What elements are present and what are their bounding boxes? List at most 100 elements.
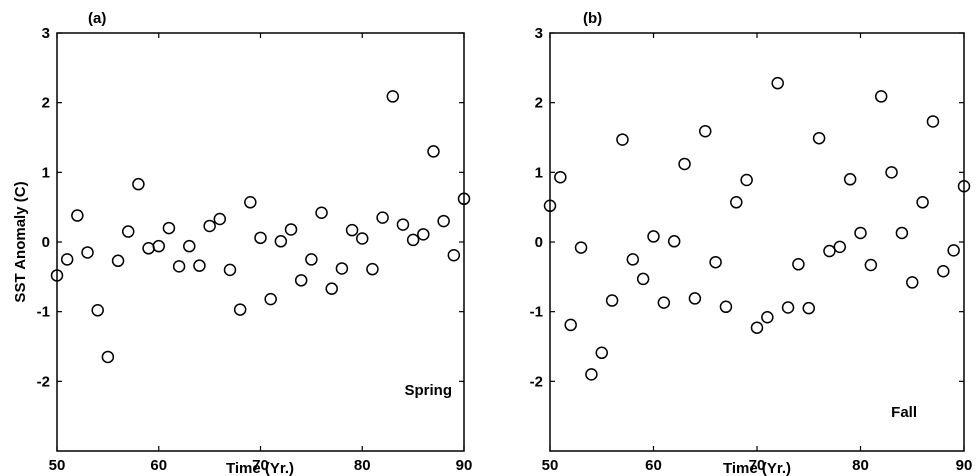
panel-b-data-point: [864, 258, 878, 272]
panel-b-x-tick-label: 60: [645, 457, 662, 474]
panel-a-x-tick-label: 90: [456, 457, 473, 474]
panel-a-data-point: [142, 242, 155, 255]
panel-a-data-point: [132, 177, 145, 191]
panel-a-data-point: [264, 292, 277, 306]
panel-a-y-tick-label: 1: [42, 164, 50, 181]
panel-b-data-point: [616, 133, 629, 146]
panel-a-data-point: [447, 248, 461, 262]
panel-a-data-point: [274, 235, 288, 248]
panel-b-data-point: [771, 76, 784, 90]
panel-a: (a) Spring Time (Yr.) SST Anomaly (C) 50…: [12, 10, 472, 476]
panel-b-data-point: [854, 226, 867, 240]
panel-a-data-point: [162, 221, 176, 235]
panel-b-data-point: [709, 255, 722, 269]
panel-a-x-tick-label: 70: [252, 457, 269, 474]
panel-a-data-point: [427, 145, 440, 158]
panel-b-data-point: [574, 241, 588, 254]
panel-a-data-point: [71, 209, 84, 222]
panel-b-data-point: [699, 124, 712, 138]
panel-a-data-point: [457, 192, 471, 206]
panel-b-annotation: Fall: [891, 404, 917, 421]
panel-b-data-point: [543, 199, 557, 213]
panel-b-data-point: [678, 157, 691, 171]
panel-a-y-tick-label: -1: [37, 304, 50, 321]
panel-b-x-tick-label: 70: [749, 457, 766, 474]
panel-b-label: (b): [583, 10, 602, 27]
panel-a-y-tick-label: 3: [42, 25, 50, 42]
panel-a-data-point: [376, 211, 389, 224]
panel-b-data-point: [885, 166, 898, 179]
panel-a-data-point: [294, 274, 308, 287]
panel-a-data-point: [406, 233, 420, 247]
panel-a-data-point: [152, 239, 165, 253]
panel-b-data-point: [730, 196, 743, 209]
panel-b-data-point: [937, 265, 950, 278]
panel-a-points: [50, 90, 471, 364]
panel-b-data-point: [781, 301, 795, 314]
panel-a-data-point: [60, 253, 74, 266]
panel-b-data-point: [564, 318, 577, 332]
panel-a-data-point: [172, 260, 186, 273]
panel-b-x-tick-label: 50: [542, 457, 559, 474]
panel-b-points: [543, 76, 971, 381]
panel-a-data-point: [325, 282, 338, 295]
panel-a-data-point: [183, 239, 196, 253]
panel-b-data-point: [554, 170, 567, 184]
panel-b-data-point: [719, 300, 733, 314]
panel-a-frame: [56, 32, 465, 452]
panel-b-data-point: [957, 180, 971, 193]
panel-a-data-point: [284, 223, 298, 236]
panel-a-data-point: [315, 206, 328, 219]
panel-a-data-point: [437, 214, 450, 228]
panel-b-data-point: [626, 253, 640, 266]
panel-a-data-point: [244, 196, 257, 209]
panel-a-data-point: [305, 253, 318, 266]
panel-b-y-tick-label: 2: [535, 95, 543, 112]
panel-a-data-point: [356, 232, 369, 245]
panel-a-data-point: [254, 231, 267, 245]
panel-b-data-point: [926, 115, 940, 128]
panel-a-data-point: [345, 223, 359, 237]
panel-b-data-point: [585, 368, 598, 381]
panel-a-data-point: [81, 246, 94, 259]
panel-b-data-point: [636, 272, 650, 286]
panel-a-data-point: [366, 262, 379, 276]
panel-a-x-tick-label: 60: [150, 457, 167, 474]
panel-b-y-tick-label: 1: [535, 164, 543, 181]
panel-b-x-tick-label: 80: [852, 457, 869, 474]
panel-b-frame: [549, 32, 965, 452]
panel-a-y-tick-label: 2: [42, 95, 50, 112]
panel-a-x-tick-label: 50: [49, 457, 66, 474]
panel-b-data-point: [667, 235, 681, 248]
panel-a-y-tick-label: -2: [37, 373, 50, 390]
panel-a-data-point: [121, 225, 135, 238]
panel-b-data-point: [802, 301, 815, 315]
panel-a-data-point: [233, 303, 247, 316]
panel-b-x-tick-label: 90: [956, 457, 973, 474]
panel-a-data-point: [396, 218, 410, 231]
panel-b-data-point: [895, 226, 909, 240]
panel-a-data-point: [91, 304, 104, 317]
panel-b-data-point: [874, 90, 888, 103]
panel-b-y-tick-label: -2: [530, 373, 543, 390]
panel-b-data-point: [688, 292, 702, 305]
panel-b-data-point: [647, 230, 660, 243]
panel-a-data-point: [193, 259, 206, 272]
panel-b-data-point: [823, 244, 836, 258]
panel-b-data-point: [906, 276, 919, 289]
panel-b-y-tick-label: 3: [535, 25, 543, 42]
panel-b-ticks: 50 60 70 80 90 -2 -1 0 1 2 3: [530, 25, 973, 474]
panel-b-data-point: [750, 321, 764, 334]
panel-b-data-point: [833, 240, 847, 254]
panel-b-data-point: [740, 173, 753, 187]
panel-a-x-tick-label: 80: [354, 457, 371, 474]
panel-a-data-point: [101, 350, 115, 364]
panel-a-ticks: 50 60 70 80 90 -2 -1 0 1 2 3: [37, 25, 473, 474]
panel-b-data-point: [595, 346, 608, 360]
panel-a-label: (a): [88, 10, 106, 27]
panel-b-data-point: [792, 258, 805, 271]
panel-a-data-point: [50, 269, 64, 282]
panel-a-data-point: [213, 212, 227, 226]
panel-b: (b) Fall Time (Yr.) 50 60 70 80 90 -2 -1 0 1 2 3: [530, 10, 973, 476]
